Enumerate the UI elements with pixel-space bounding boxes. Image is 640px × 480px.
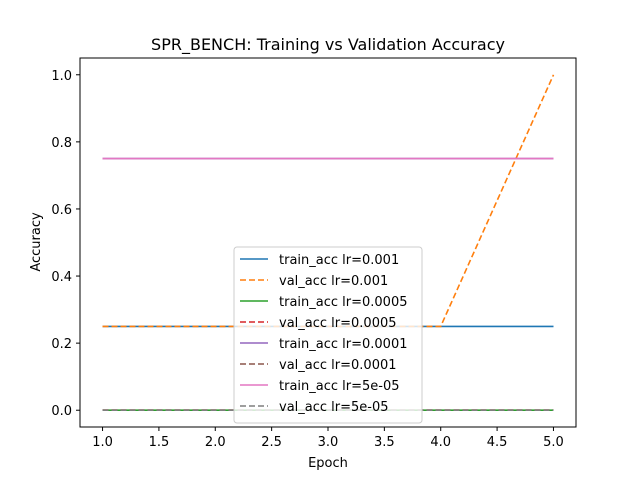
x-tick-label: 2.5 bbox=[261, 435, 282, 450]
y-tick-label: 0.2 bbox=[51, 337, 72, 352]
chart-title: SPR_BENCH: Training vs Validation Accura… bbox=[151, 35, 505, 55]
x-tick-label: 5.0 bbox=[543, 435, 564, 450]
y-axis-label: Accuracy bbox=[29, 212, 44, 272]
y-tick-label: 0.6 bbox=[51, 203, 72, 218]
x-tick-label: 2.0 bbox=[205, 435, 226, 450]
x-axis: 1.0 1.5 2.0 2.5 3.0 3.5 4.0 4.5 5.0 bbox=[92, 427, 564, 450]
x-axis-label: Epoch bbox=[308, 456, 348, 471]
y-tick-label: 0.4 bbox=[51, 270, 72, 285]
x-tick-label: 1.0 bbox=[92, 435, 113, 450]
legend-label: train_acc lr=0.0001 bbox=[279, 337, 408, 352]
y-tick-label: 1.0 bbox=[51, 69, 72, 84]
legend-label: val_acc lr=5e-05 bbox=[279, 400, 389, 415]
legend-label: val_acc lr=0.0001 bbox=[279, 358, 397, 373]
x-tick-label: 3.0 bbox=[318, 435, 339, 450]
legend-label: train_acc lr=5e-05 bbox=[279, 379, 400, 394]
legend-box bbox=[233, 246, 423, 424]
x-tick-label: 3.5 bbox=[374, 435, 395, 450]
x-tick-label: 1.5 bbox=[149, 435, 170, 450]
legend-label: train_acc lr=0.0005 bbox=[279, 295, 408, 310]
x-tick-label: 4.5 bbox=[487, 435, 508, 450]
legend: train_acc lr=0.001 val_acc lr=0.001 train_… bbox=[233, 246, 423, 424]
legend-label: train_acc lr=0.001 bbox=[279, 253, 399, 268]
y-tick-label: 0.0 bbox=[51, 404, 72, 419]
legend-label: val_acc lr=0.001 bbox=[279, 274, 388, 289]
legend-label: val_acc lr=0.0005 bbox=[279, 316, 397, 331]
y-axis: 0.0 0.2 0.4 0.6 0.8 1.0 bbox=[51, 69, 80, 419]
x-tick-label: 4.0 bbox=[430, 435, 451, 450]
y-tick-label: 0.8 bbox=[51, 136, 72, 151]
